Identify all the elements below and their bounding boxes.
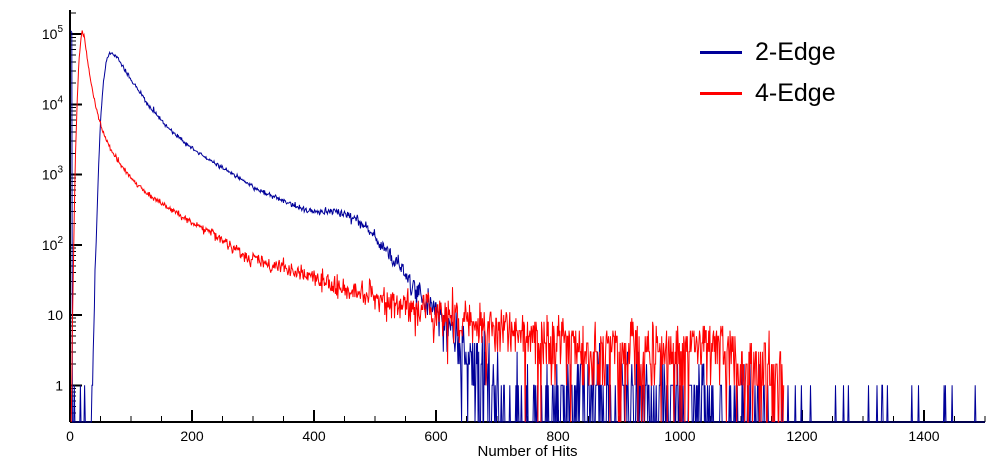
legend-label-2edge: 2-Edge — [755, 38, 836, 66]
svg-text:400: 400 — [302, 428, 326, 444]
legend: 2-Edge 4-Edge — [700, 40, 836, 106]
svg-text:0: 0 — [66, 428, 74, 444]
legend-line-swatch-2edge — [700, 51, 742, 54]
x-axis-label: Number of Hits — [477, 443, 578, 460]
svg-text:200: 200 — [180, 428, 204, 444]
legend-item-2edge: 2-Edge — [700, 40, 836, 65]
svg-text:800: 800 — [546, 428, 570, 444]
legend-label-4edge: 4-Edge — [755, 79, 836, 107]
svg-text:1000: 1000 — [664, 428, 695, 444]
svg-text:1200: 1200 — [786, 428, 817, 444]
svg-text:10: 10 — [47, 307, 63, 323]
legend-item-4edge: 4-Edge — [700, 81, 836, 106]
svg-text:1400: 1400 — [908, 428, 939, 444]
svg-text:103: 103 — [42, 165, 64, 183]
svg-text:1: 1 — [55, 377, 63, 393]
legend-line-swatch-4edge — [700, 92, 742, 95]
svg-text:102: 102 — [42, 235, 64, 253]
svg-text:105: 105 — [42, 24, 64, 42]
svg-text:600: 600 — [424, 428, 448, 444]
svg-text:104: 104 — [42, 94, 64, 112]
